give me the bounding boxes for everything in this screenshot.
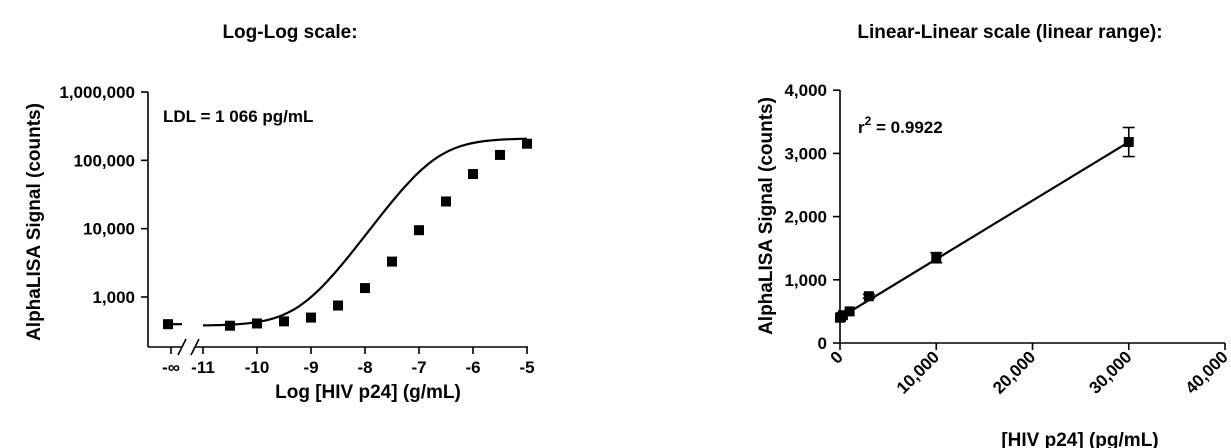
right-y-tick-label: 1,000: [784, 271, 827, 290]
left-data-point: [360, 283, 370, 294]
left-y-ticks: 1,000 10,000 100,000 1,000,000: [59, 83, 148, 307]
right-y-tick-label: 2,000: [784, 208, 827, 227]
left-y-tick-label: 10,000: [83, 220, 135, 239]
left-axis-break-mark-2: [190, 338, 200, 356]
left-x-ticks: -11 -10 -9 -8 -7 -6 -5: [191, 347, 535, 377]
left-fit-curve: [203, 137, 528, 327]
right-x-tick-label: 30,000: [1085, 347, 1135, 397]
left-data-point: [414, 225, 424, 236]
right-x-tick-label: 20,000: [989, 347, 1039, 397]
right-x-tick-label: 10,000: [893, 347, 943, 397]
right-data-point: [1123, 137, 1134, 148]
left-x-tick-label: -7: [411, 358, 426, 377]
left-data-point: [252, 318, 262, 329]
left-data-point-zero: [163, 319, 173, 330]
right-x-tick-label: 40,000: [1182, 347, 1231, 397]
chart-left-title: Log-Log scale:: [222, 22, 357, 43]
left-data-point: [225, 320, 235, 331]
left-data-point: [306, 312, 316, 323]
left-y-tick-label: 1,000,000: [59, 83, 135, 102]
left-data-point: [441, 196, 451, 207]
right-fit-line: [839, 141, 1130, 319]
left-data-point: [522, 138, 532, 149]
left-x-tick-label: -8: [357, 358, 372, 377]
left-x-axis-label: Log [HIV p24] (g/mL): [275, 382, 461, 403]
right-data-point: [844, 306, 855, 317]
chart-left: Log-Log scale: 1,000 10,000 100,000 1,000,0…: [24, 22, 535, 403]
left-data-points: [163, 138, 532, 331]
left-data-point: [333, 300, 343, 311]
left-x-tick-label: -11: [191, 358, 215, 377]
left-axis-break-mark-1: [177, 338, 187, 356]
right-x-axis-label: [HIV p24] (pg/mL): [1001, 430, 1158, 448]
right-y-tick-label: 4,000: [784, 81, 827, 100]
left-ldl-annotation: LDL = 1 066 pg/mL: [163, 107, 313, 126]
right-data-point: [863, 291, 874, 302]
left-x-tick-label-zero: -∞: [162, 358, 180, 377]
left-data-point: [387, 256, 397, 267]
left-fit-curve-layer: [167, 137, 528, 327]
r2-symbol: r: [858, 118, 865, 137]
chart-right: Linear-Linear scale (linear range): 0 1,0…: [756, 22, 1231, 448]
left-x-tick-label: -9: [303, 358, 318, 377]
left-x-tick-label: -6: [465, 358, 480, 377]
left-data-point: [495, 149, 505, 160]
right-y-tick-label: 3,000: [784, 144, 827, 163]
right-x-ticks: 0 10,000 20,000 30,000 40,000: [827, 343, 1231, 398]
right-data-point: [931, 252, 942, 263]
right-data-point: [837, 310, 848, 321]
left-data-point: [468, 169, 478, 180]
right-x-tick-label: 0: [827, 347, 847, 367]
r2-superscript: 2: [865, 114, 872, 128]
left-data-point: [279, 316, 289, 327]
left-y-tick-label: 1,000: [92, 288, 135, 307]
right-r2-annotation: r2 = 0.9922: [858, 114, 943, 137]
left-y-tick-label: 100,000: [74, 151, 135, 170]
left-y-axis-label: AlphaLISA Signal (counts): [24, 103, 45, 341]
left-x-tick-label: -5: [519, 358, 534, 377]
r2-value: = 0.9922: [871, 118, 942, 137]
right-y-tick-label: 0: [818, 334, 827, 353]
right-y-ticks: 0 1,000 2,000 3,000 4,000: [784, 81, 840, 353]
left-x-tick-label: -10: [245, 358, 270, 377]
right-y-axis-label: AlphaLISA Signal (counts): [756, 97, 777, 335]
right-fit-line-layer: [839, 141, 1130, 319]
chart-right-title: Linear-Linear scale (linear range):: [857, 22, 1162, 43]
